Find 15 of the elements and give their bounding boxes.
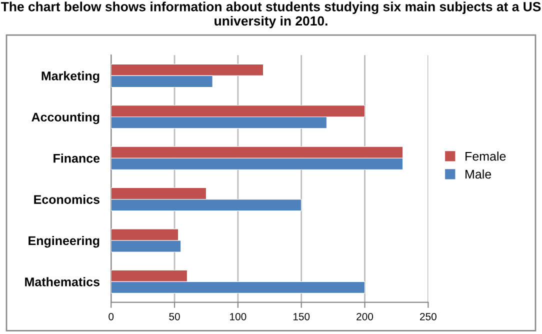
y-tick-label: Finance xyxy=(54,154,100,163)
y-tick-label: Marketing xyxy=(42,71,100,83)
x-tick-label: 50 xyxy=(169,312,180,320)
x-tick-label: 100 xyxy=(230,312,246,320)
x-tick-label: 200 xyxy=(356,312,374,320)
y-tick-label: Accounting xyxy=(32,112,100,124)
chart-title: The chart below shows information about students studying six main subjects at a US university in 2010. xyxy=(1,2,541,28)
legend-label: Male xyxy=(466,169,492,179)
y-tick-label: Mathematics xyxy=(25,277,100,286)
x-tick-label: 250 xyxy=(420,312,436,320)
legend-label: Female xyxy=(466,152,506,161)
x-tick-label: 0 xyxy=(108,312,114,320)
y-tick-label: Engineering xyxy=(28,236,100,248)
x-tick-label: 150 xyxy=(293,312,310,320)
y-tick-label: Economics xyxy=(34,194,100,204)
